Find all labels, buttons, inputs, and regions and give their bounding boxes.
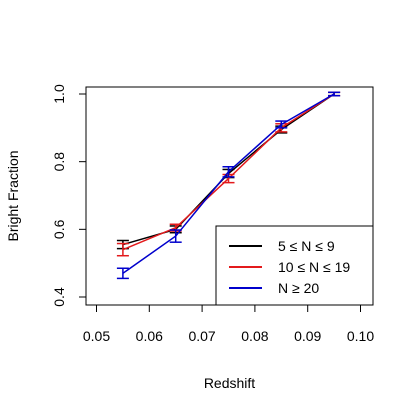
error-bar [116, 242, 129, 257]
x-tick-label: 0.08 [241, 328, 268, 344]
legend-label: 5 ≤ N ≤ 9 [278, 238, 335, 254]
y-tick-label: 0.4 [51, 287, 67, 307]
x-tick-label: 0.05 [83, 328, 110, 344]
legend-label: N ≥ 20 [278, 280, 319, 296]
y-tick-label: 1.0 [51, 84, 67, 104]
legend-box [215, 225, 374, 306]
error-bar [328, 91, 341, 97]
legend-label: 10 ≤ N ≤ 19 [278, 259, 350, 275]
error-bar [116, 267, 129, 280]
x-tick-label: 0.10 [347, 328, 374, 344]
x-tick-label: 0.07 [188, 328, 215, 344]
series-layer [116, 91, 341, 280]
x-axis: 0.05 0.06 0.07 0.08 0.09 0.10 [83, 304, 374, 344]
error-bar [275, 120, 288, 129]
y-tick-label: 0.8 [51, 152, 67, 172]
x-tick-label: 0.09 [294, 328, 321, 344]
x-tick-label: 0.06 [136, 328, 163, 344]
legend-item: 10 ≤ N ≤ 19 [229, 259, 350, 275]
y-axis-title: Bright Fraction [5, 150, 21, 241]
error-bar [222, 165, 235, 178]
y-tick-label: 0.6 [51, 219, 67, 239]
x-axis-title: Redshift [204, 375, 255, 391]
legend: 5 ≤ N ≤ 9 10 ≤ N ≤ 19 N ≥ 20 [215, 225, 374, 306]
legend-item: 5 ≤ N ≤ 9 [229, 238, 335, 254]
y-axis: 0.4 0.6 0.8 1.0 [51, 84, 87, 307]
series-2 [116, 91, 341, 280]
legend-item: N ≥ 20 [229, 280, 319, 296]
error-bar [169, 229, 182, 243]
